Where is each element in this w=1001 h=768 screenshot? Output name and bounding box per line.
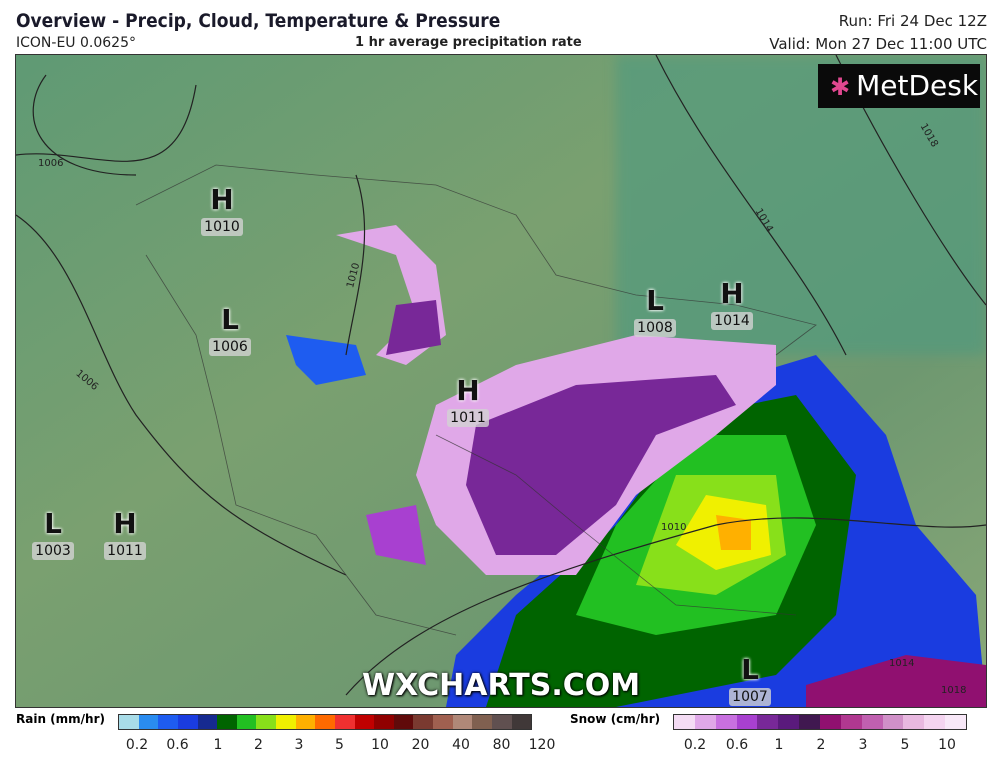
metdesk-logo: ✱ MetDesk — [818, 64, 980, 108]
valid-time: Valid: Mon 27 Dec 11:00 UTC — [769, 35, 987, 53]
rain-legend-swatch — [334, 715, 355, 729]
rain-legend-swatch — [374, 715, 394, 729]
rain-legend-tick: 120 — [528, 737, 556, 753]
snow-legend-swatch — [861, 715, 883, 729]
isobar-label: 1018 — [941, 685, 967, 696]
rain-legend-swatch — [158, 715, 178, 729]
borders — [135, 164, 817, 636]
model-name: ICON-EU 0.0625° — [16, 35, 136, 51]
snow-legend-swatch — [945, 715, 967, 729]
rain-legend-tick: 1 — [213, 737, 223, 753]
snow-legend-tick: 0.2 — [683, 737, 707, 753]
snow-area — [336, 225, 986, 707]
isobars — [15, 54, 987, 696]
snow-legend-swatch — [757, 715, 779, 729]
rain-legend-swatch — [315, 715, 335, 729]
rain-legend-swatch — [236, 715, 257, 729]
rain-legend-swatch — [452, 715, 473, 729]
rain-legend-swatch — [138, 715, 159, 729]
rain-legend-swatch — [256, 715, 276, 729]
watermark: WXCHARTS.COM — [362, 668, 641, 703]
rain-legend-tick: 5 — [335, 737, 344, 753]
rain-colorbar — [118, 714, 532, 730]
pressure-center-high: H 1011 — [438, 374, 498, 427]
pressure-center-low: L 1003 — [23, 507, 83, 560]
snow-legend-swatch — [882, 715, 904, 729]
snow-legend-swatch — [840, 715, 862, 729]
snow-legend-swatch — [674, 715, 695, 729]
rain-legend-label: Rain (mm/hr) — [16, 712, 105, 726]
rain-legend-swatch — [433, 715, 453, 729]
rain-legend-swatch — [491, 715, 512, 729]
pressure-center-low: L 1008 — [625, 284, 685, 337]
rain-legend-swatch — [472, 715, 492, 729]
pressure-center-low: L 1007 — [720, 653, 780, 706]
rain-legend-swatch — [177, 715, 198, 729]
rain-legend-tick: 0.6 — [166, 737, 189, 753]
snow-legend-tick: 0.6 — [725, 737, 749, 753]
rain-legend-swatch — [511, 715, 532, 729]
rain-legend-swatch — [393, 715, 414, 729]
rain-legend-swatch — [197, 715, 218, 729]
pressure-center-high: H 1014 — [702, 277, 762, 330]
rain-legend-tick: 10 — [371, 737, 389, 753]
snow-legend-tick: 2 — [816, 737, 826, 753]
rain-legend-tick: 40 — [452, 737, 470, 753]
rain-legend-swatch — [295, 715, 316, 729]
snow-colorbar — [673, 714, 967, 730]
rain-legend-tick: 0.2 — [125, 737, 149, 753]
snow-legend-swatch — [778, 715, 800, 729]
rain-legend-swatch — [119, 715, 139, 729]
snow-legend-swatch — [820, 715, 841, 729]
map-background — [15, 54, 987, 707]
chart-title: Overview - Precip, Cloud, Temperature & … — [16, 10, 501, 32]
rain-legend-tick: 3 — [294, 737, 304, 753]
snow-legend-swatch — [924, 715, 946, 729]
rain-legend-tick: 80 — [492, 737, 511, 753]
rain-area — [286, 335, 986, 707]
snow-legend-label: Snow (cm/hr) — [570, 712, 661, 726]
snow-legend-swatch — [736, 715, 758, 729]
snow-legend-swatch — [903, 715, 925, 729]
snow-legend-swatch — [694, 715, 716, 729]
snow-legend-swatch — [799, 715, 821, 729]
snow-legend-swatch — [715, 715, 737, 729]
snow-legend-tick: 5 — [900, 737, 910, 753]
rain-legend-tick: 20 — [411, 737, 430, 753]
isobar-label: 1006 — [38, 158, 64, 169]
rain-legend-swatch — [354, 715, 375, 729]
run-time: Run: Fri 24 Dec 12Z — [838, 12, 987, 30]
rain-legend-tick: 2 — [254, 737, 263, 753]
snow-legend-tick: 1 — [774, 737, 784, 753]
isobar-label: 1010 — [661, 522, 687, 533]
pressure-center-high: H 1010 — [192, 183, 252, 236]
pressure-center-low: L 1006 — [200, 303, 260, 356]
isobar-label: 1014 — [889, 658, 915, 669]
rain-legend-swatch — [276, 715, 296, 729]
snow-legend-tick: 3 — [858, 737, 868, 753]
pressure-center-high: H 1011 — [95, 507, 155, 560]
rain-legend-swatch — [413, 715, 433, 729]
weather-map: 1006 1010 1006 1014 1018 1010 1014 1018 — [15, 54, 987, 708]
snow-legend-tick: 10 — [938, 737, 956, 753]
chart-subtitle: 1 hr average precipitation rate — [355, 35, 582, 50]
rain-legend-swatch — [217, 715, 237, 729]
